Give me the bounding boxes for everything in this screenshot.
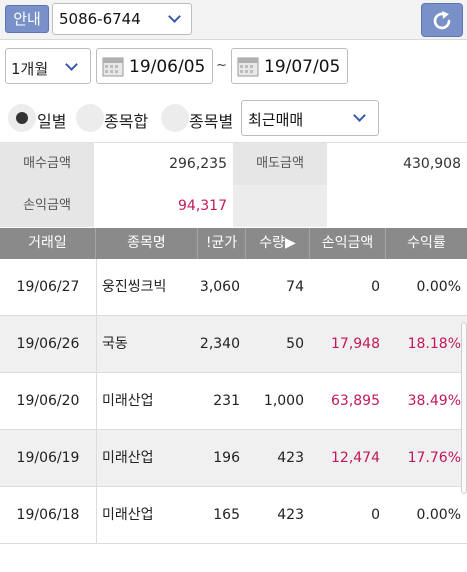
cell-return-rate: 18.18% bbox=[407, 336, 461, 352]
date-separator: ~ bbox=[216, 58, 227, 73]
table-row[interactable]: 19/06/26 국동 2,340 50 17,948 18.18% bbox=[0, 316, 467, 373]
sell-amount-label: 매도금액 bbox=[233, 143, 327, 185]
cell-quantity: 1,000 bbox=[263, 393, 304, 409]
header-quantity[interactable]: 수량▶ bbox=[246, 228, 310, 259]
cell-stock-name: 웅진씽크빅 bbox=[102, 279, 167, 295]
chevron-down-icon bbox=[168, 10, 181, 23]
period-select[interactable]: 1개월 bbox=[5, 48, 91, 84]
cell-return-rate: 38.49% bbox=[407, 393, 461, 409]
cell-avg-price: 196 bbox=[213, 450, 240, 466]
chevron-down-icon bbox=[353, 109, 366, 122]
cell-profit-loss: 17,948 bbox=[331, 336, 380, 352]
empty-cell bbox=[233, 185, 327, 227]
account-number: 5086-6744 bbox=[59, 10, 141, 28]
period-value: 1개월 bbox=[11, 60, 49, 78]
calendar-icon bbox=[237, 57, 259, 77]
date-to-field[interactable]: 19/07/05 bbox=[231, 48, 348, 84]
date-filter-row: 1개월 19/06/05 ~ 19/07/05 bbox=[0, 44, 467, 92]
refresh-button[interactable] bbox=[421, 3, 463, 37]
header-avg-price[interactable]: !균가 bbox=[198, 228, 246, 259]
cell-quantity: 423 bbox=[277, 507, 304, 523]
chevron-down-icon bbox=[65, 58, 78, 71]
buy-amount-value: 296,235 bbox=[94, 143, 233, 185]
column-divider bbox=[96, 259, 97, 544]
cell-profit-loss: 0 bbox=[371, 279, 380, 295]
cell-avg-price: 165 bbox=[213, 507, 240, 523]
scrollbar[interactable] bbox=[461, 322, 467, 494]
cell-quantity: 423 bbox=[277, 450, 304, 466]
profit-loss-value: 94,317 bbox=[94, 185, 233, 227]
profit-loss-label: 손익금액 bbox=[0, 185, 94, 227]
summary-panel: 매수금액 296,235 매도금액 430,908 손익금액 94,317 bbox=[0, 142, 467, 227]
cell-avg-price: 2,340 bbox=[199, 336, 240, 352]
sort-value: 최근매매 bbox=[248, 111, 304, 129]
top-bar: 안내 5086-6744 bbox=[0, 0, 467, 40]
info-button[interactable]: 안내 bbox=[5, 5, 49, 33]
radio-per-stock-label[interactable]: 종목별 bbox=[189, 112, 234, 131]
header-trade-date[interactable]: 거래일 bbox=[0, 228, 96, 259]
table-row[interactable]: 19/06/20 미래산업 231 1,000 63,895 38.49% bbox=[0, 373, 467, 430]
sell-amount-value: 430,908 bbox=[327, 143, 467, 185]
refresh-icon bbox=[433, 11, 451, 30]
cell-trade-date: 19/06/26 bbox=[16, 336, 80, 352]
cell-trade-date: 19/06/18 bbox=[16, 507, 80, 523]
cell-trade-date: 19/06/27 bbox=[16, 279, 80, 295]
cell-stock-name: 국동 bbox=[102, 336, 128, 352]
cell-stock-name: 미래산업 bbox=[102, 507, 154, 523]
table-row[interactable]: 19/06/19 미래산업 196 423 12,474 17.76% bbox=[0, 430, 467, 487]
cell-trade-date: 19/06/19 bbox=[16, 450, 80, 466]
sort-select[interactable]: 최근매매 bbox=[241, 100, 379, 136]
cell-return-rate: 17.76% bbox=[407, 450, 461, 466]
cell-stock-name: 미래산업 bbox=[102, 393, 154, 409]
table-row[interactable]: 19/06/27 웅진씽크빅 3,060 74 0 0.00% bbox=[0, 259, 467, 316]
date-from-field[interactable]: 19/06/05 bbox=[96, 48, 213, 84]
account-select[interactable]: 5086-6744 bbox=[52, 3, 192, 35]
table-header: 거래일 종목명 !균가 수량▶ 손익금액 수익률 bbox=[0, 228, 467, 259]
cell-return-rate: 0.00% bbox=[416, 279, 461, 295]
header-profit-loss[interactable]: 손익금액 bbox=[310, 228, 386, 259]
buy-amount-label: 매수금액 bbox=[0, 143, 94, 185]
date-from-value: 19/06/05 bbox=[129, 57, 206, 77]
view-options-row: 일별 종목합 종목별 최근매매 bbox=[0, 96, 467, 140]
cell-avg-price: 3,060 bbox=[199, 279, 240, 295]
cell-profit-loss: 63,895 bbox=[331, 393, 380, 409]
radio-daily-label[interactable]: 일별 bbox=[37, 112, 67, 131]
radio-stock-sum-label[interactable]: 종목합 bbox=[104, 112, 149, 131]
cell-avg-price: 231 bbox=[213, 393, 240, 409]
radio-daily[interactable] bbox=[8, 104, 36, 132]
date-to-value: 19/07/05 bbox=[264, 57, 341, 77]
cell-trade-date: 19/06/20 bbox=[16, 393, 80, 409]
header-return-rate[interactable]: 수익률 bbox=[407, 235, 446, 251]
radio-stock-sum[interactable] bbox=[76, 104, 104, 132]
calendar-icon bbox=[102, 57, 124, 77]
cell-profit-loss: 0 bbox=[371, 507, 380, 523]
empty-cell bbox=[327, 185, 467, 227]
cell-quantity: 74 bbox=[286, 279, 304, 295]
cell-quantity: 50 bbox=[286, 336, 304, 352]
cell-return-rate: 0.00% bbox=[416, 507, 461, 523]
cell-profit-loss: 12,474 bbox=[331, 450, 380, 466]
cell-stock-name: 미래산업 bbox=[102, 450, 154, 466]
header-stock-name[interactable]: 종목명 bbox=[96, 228, 198, 259]
table-row[interactable]: 19/06/18 미래산업 165 423 0 0.00% bbox=[0, 487, 467, 544]
radio-per-stock[interactable] bbox=[161, 104, 189, 132]
